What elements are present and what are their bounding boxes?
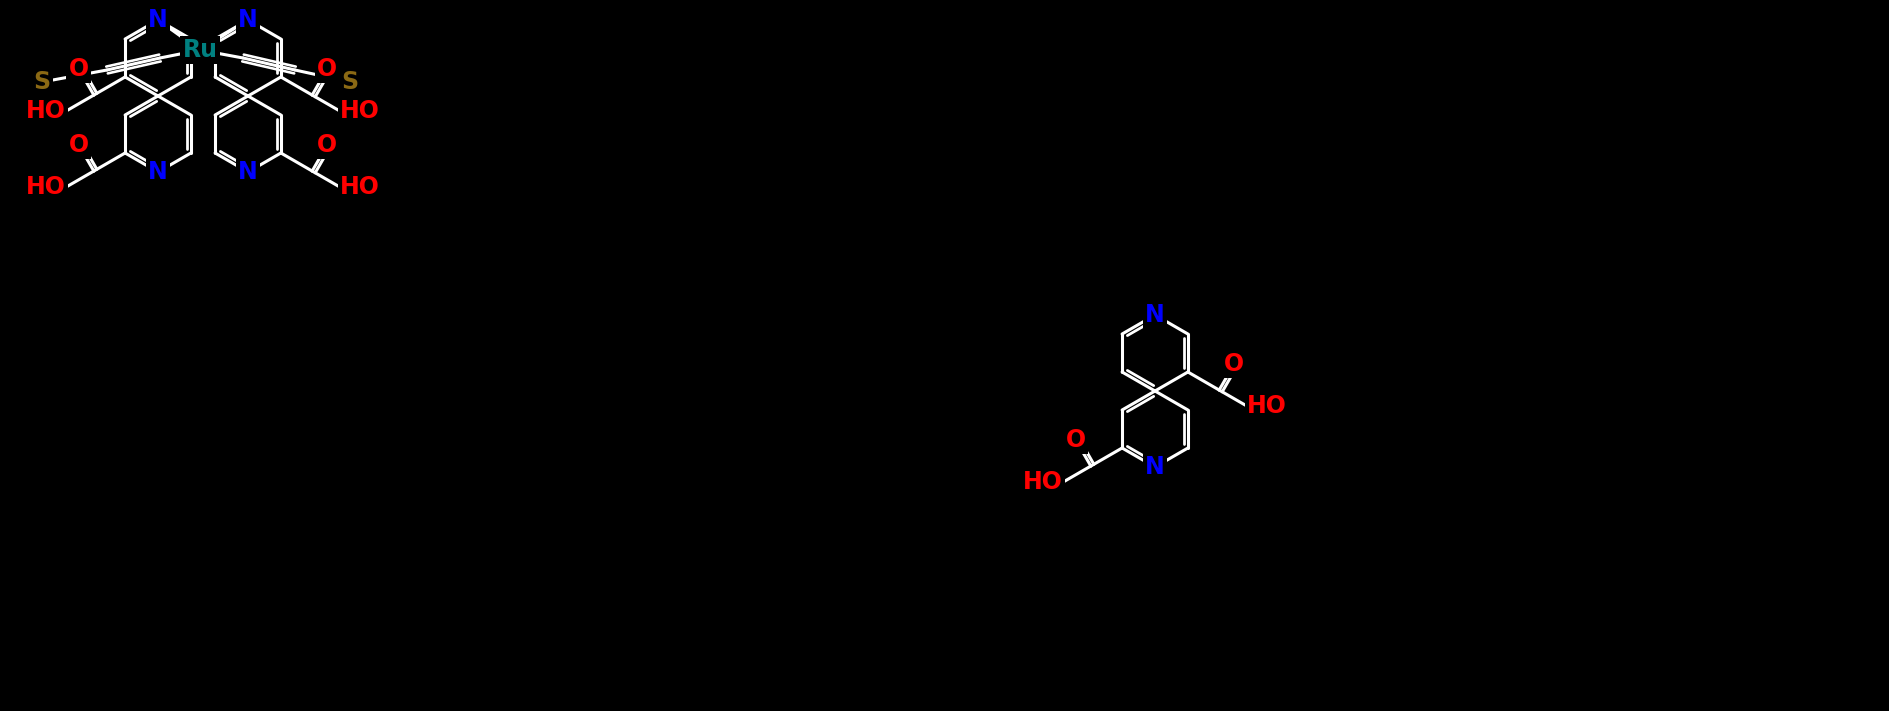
Text: Ru: Ru bbox=[183, 38, 217, 62]
Text: O: O bbox=[1065, 428, 1086, 451]
Text: S: S bbox=[342, 70, 359, 94]
Text: O: O bbox=[68, 133, 89, 156]
Text: N: N bbox=[238, 160, 259, 184]
Text: HO: HO bbox=[1247, 394, 1286, 418]
Text: O: O bbox=[317, 133, 338, 156]
Text: HO: HO bbox=[340, 175, 380, 199]
Text: N: N bbox=[238, 8, 259, 32]
Text: O: O bbox=[1224, 352, 1245, 375]
Text: N: N bbox=[147, 8, 168, 32]
Text: HO: HO bbox=[340, 100, 380, 123]
Text: HO: HO bbox=[26, 175, 66, 199]
Text: N: N bbox=[147, 160, 168, 184]
Text: O: O bbox=[68, 57, 89, 81]
Text: HO: HO bbox=[1024, 470, 1064, 494]
Text: S: S bbox=[34, 70, 51, 94]
Text: N: N bbox=[1145, 303, 1166, 327]
Text: O: O bbox=[317, 57, 338, 81]
Text: HO: HO bbox=[26, 100, 66, 123]
Text: N: N bbox=[1145, 455, 1166, 479]
